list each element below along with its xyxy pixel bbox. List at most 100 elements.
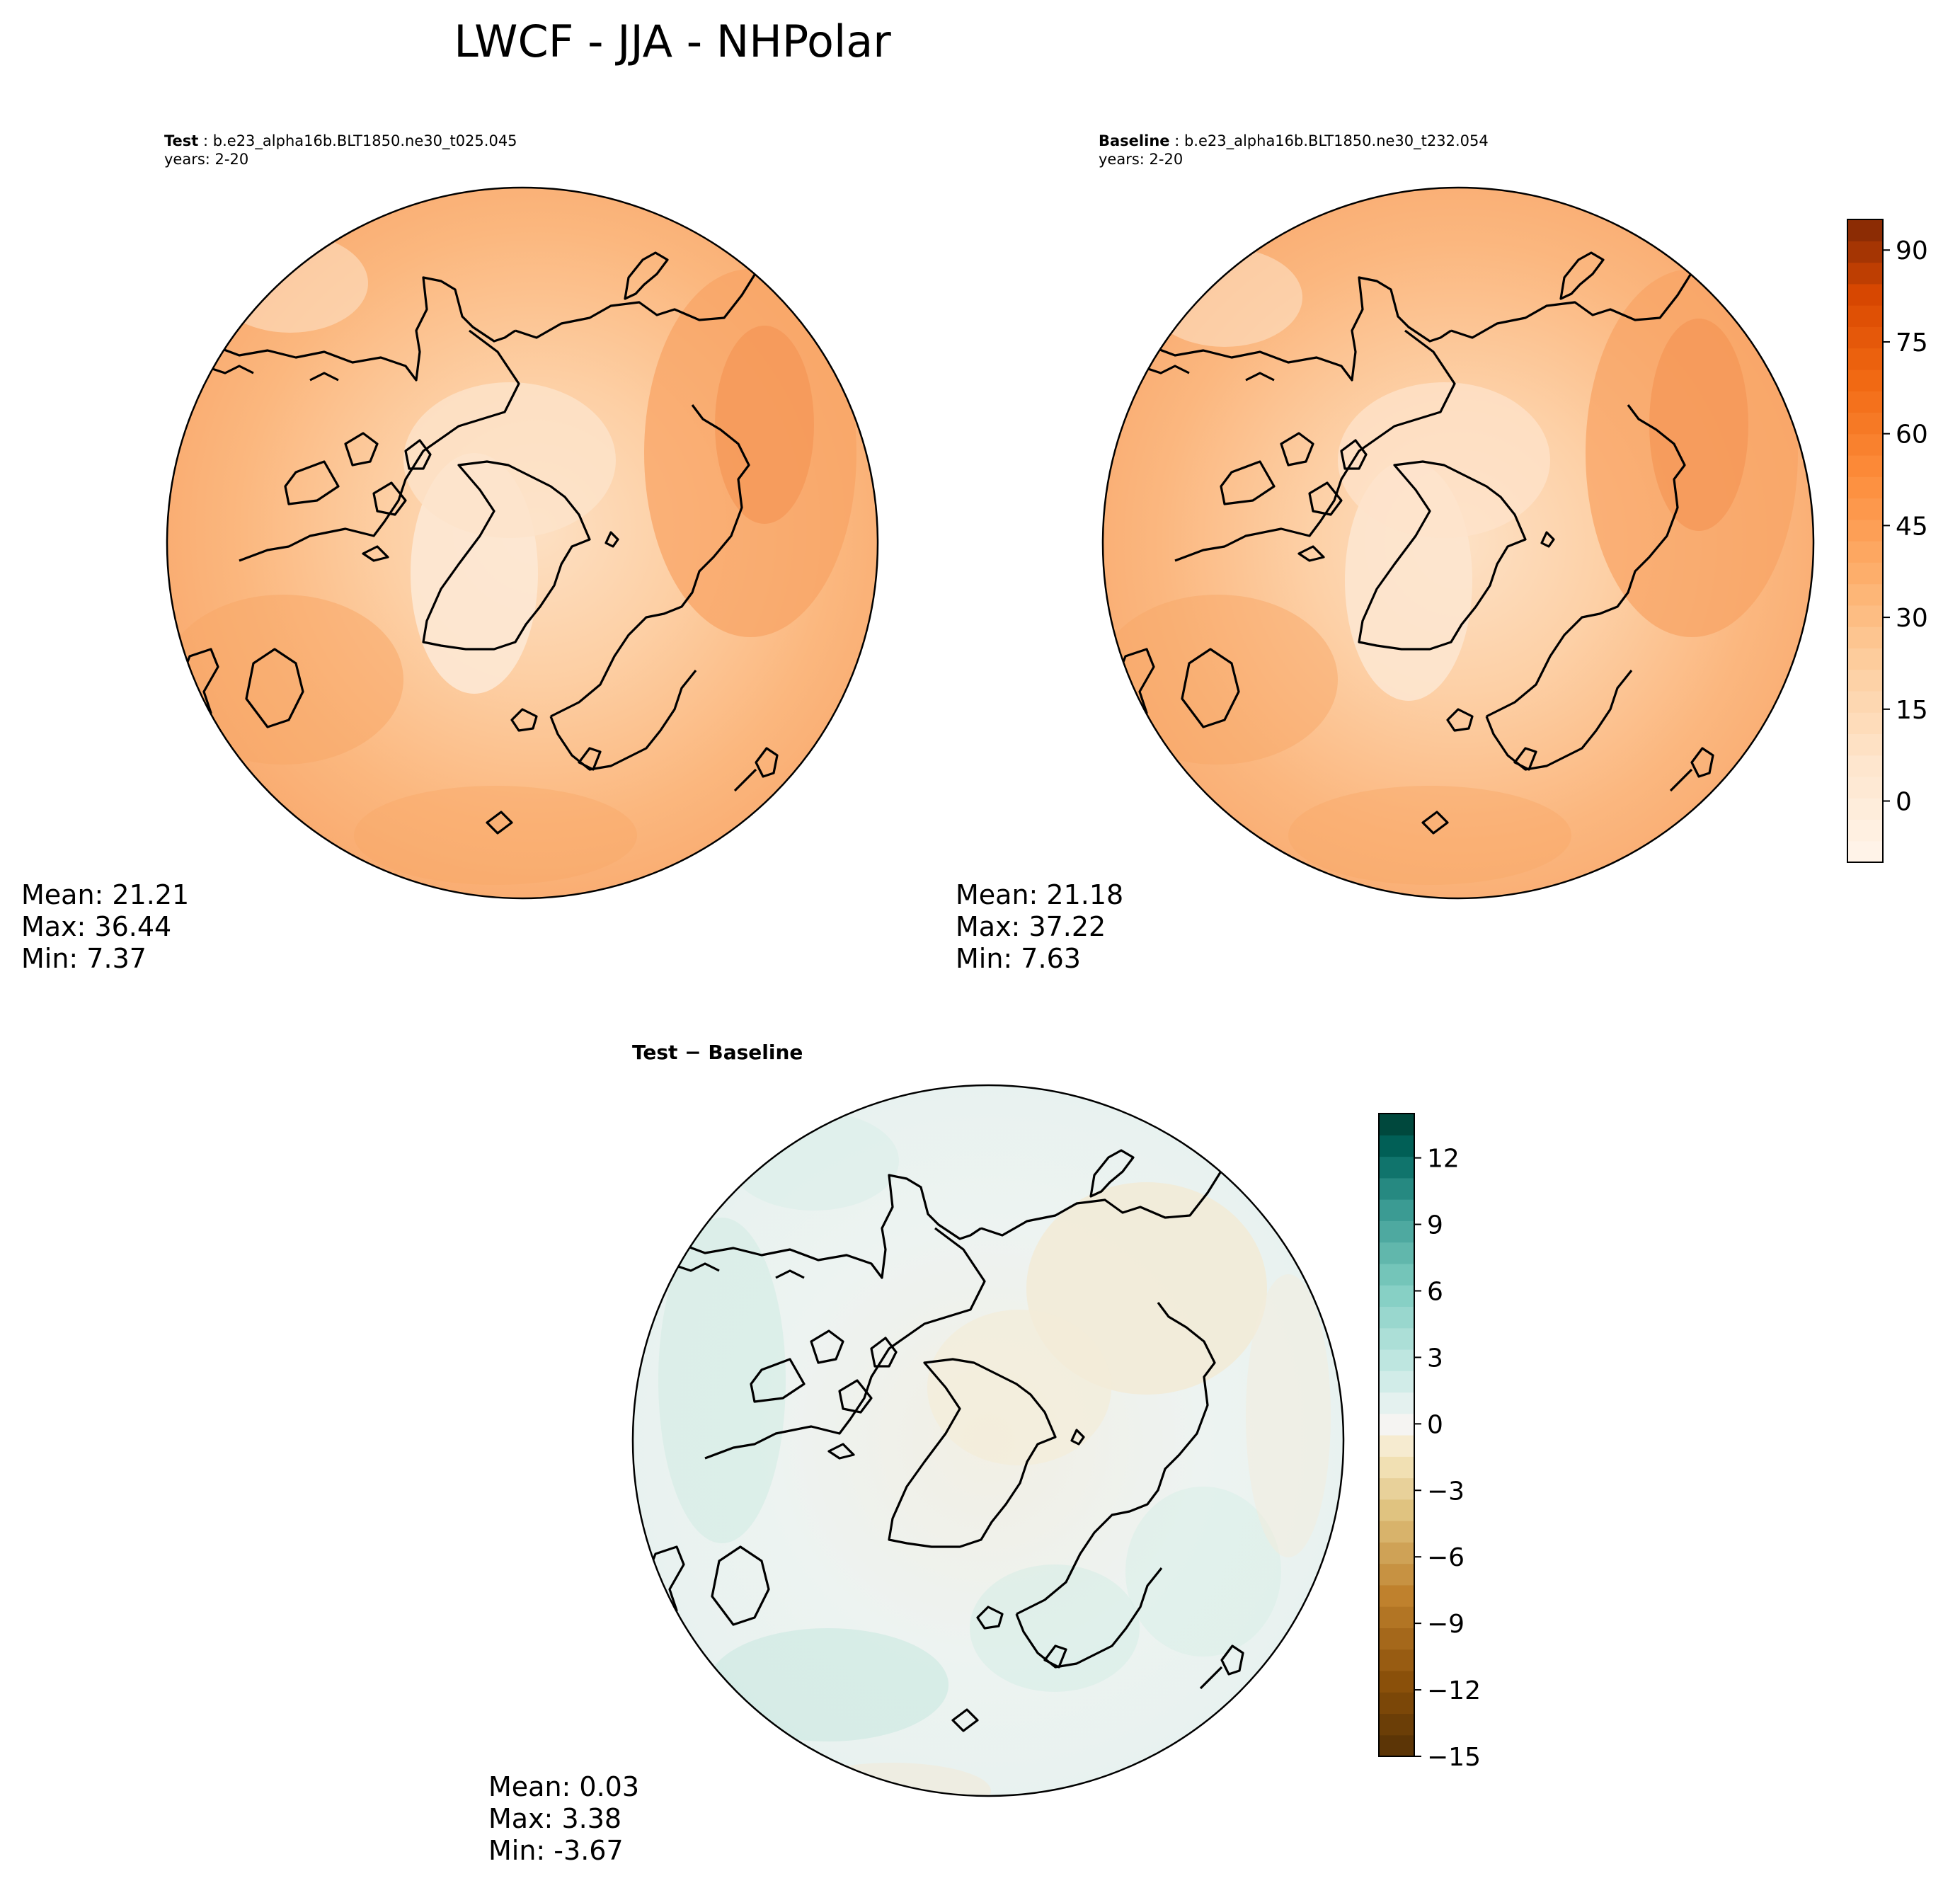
colorbar-band	[1379, 1285, 1414, 1307]
colorbar-band	[1847, 305, 1883, 327]
colorbar-main: 0 15 30 45 60 75 90	[1847, 219, 1928, 863]
test-case-name: b.e23_alpha16b.BLT1850.ne30_t025.045	[213, 132, 517, 150]
baseline-stat-max: Max: 37.22	[956, 911, 1106, 942]
colorbar-band	[1847, 241, 1883, 263]
diff-label: Test − Baseline	[632, 1041, 803, 1064]
colorbar-main-ticks: 0 15 30 45 60 75 90	[1883, 236, 1928, 817]
baseline-map-boundary	[1101, 186, 1815, 900]
colorbar-tick-label: 9	[1427, 1211, 1443, 1240]
baseline-label-sep: :	[1170, 132, 1184, 149]
colorbar-band	[1379, 1606, 1414, 1628]
colorbar-band	[1847, 412, 1883, 435]
baseline-stat-mean: Mean: 21.18	[956, 879, 1123, 910]
colorbar-tick-label: −6	[1427, 1543, 1465, 1572]
colorbar-band	[1847, 348, 1883, 370]
colorbar-tick-label: 12	[1427, 1145, 1460, 1174]
colorbar-band	[1847, 690, 1883, 713]
panel-baseline: Baseline : b.e23_alpha16b.BLT1850.ne30_t…	[956, 132, 1815, 974]
colorbar-main-bands	[1847, 219, 1883, 863]
colorbar-band	[1847, 454, 1883, 477]
colorbar-band	[1379, 1263, 1414, 1286]
colorbar-band	[1379, 1499, 1414, 1521]
baseline-label-bold: Baseline	[1099, 132, 1170, 149]
colorbar-band	[1379, 1734, 1414, 1757]
colorbar-diff-bands	[1379, 1114, 1414, 1757]
diff-map-boundary	[631, 1084, 1345, 1797]
colorbar-band	[1379, 1670, 1414, 1693]
colorbar-band	[1379, 1327, 1414, 1350]
colorbar-band	[1379, 1584, 1414, 1607]
baseline-field	[1103, 188, 1813, 898]
colorbar-band	[1379, 1542, 1414, 1564]
colorbar-band	[1379, 1242, 1414, 1264]
colorbar-band	[1847, 262, 1883, 285]
colorbar-band	[1847, 755, 1883, 777]
colorbar-tick-label: −9	[1427, 1610, 1465, 1639]
test-label-sep: :	[198, 132, 212, 149]
colorbar-band	[1379, 1392, 1414, 1414]
colorbar-diff-frame	[1378, 1113, 1415, 1757]
baseline-years: years: 2-20	[1099, 151, 1183, 168]
colorbar-main-frame	[1847, 219, 1884, 863]
colorbar-diff: −15 −12 −9 −6 −3 0 3 6 9 12	[1378, 1113, 1481, 1772]
colorbar-tick-label: 60	[1896, 420, 1928, 450]
colorbar-band	[1379, 1156, 1414, 1179]
colorbar-tick-label: 75	[1896, 328, 1928, 357]
colorbar-band	[1847, 498, 1883, 520]
colorbar-band	[1847, 219, 1883, 241]
test-field	[167, 188, 878, 898]
colorbar-band	[1379, 1521, 1414, 1543]
colorbar-band	[1379, 1477, 1414, 1500]
colorbar-band	[1847, 562, 1883, 585]
colorbar-tick-label: −3	[1427, 1477, 1465, 1506]
figure-title: LWCF - JJA - NHPolar	[454, 16, 891, 67]
colorbar-band	[1847, 627, 1883, 648]
colorbar-band	[1847, 283, 1883, 306]
colorbar-band	[1379, 1306, 1414, 1329]
diff-stat-min: Min: -3.67	[488, 1835, 624, 1866]
colorbar-tick-label: −12	[1427, 1676, 1481, 1705]
colorbar-band	[1379, 1456, 1414, 1479]
colorbar-tick-label: 45	[1896, 512, 1928, 541]
colorbar-band	[1379, 1563, 1414, 1586]
colorbar-tick-label: 3	[1427, 1344, 1443, 1373]
colorbar-band	[1847, 648, 1883, 670]
colorbar-band	[1379, 1413, 1414, 1436]
colorbar-band	[1379, 1371, 1414, 1393]
colorbar-diff-ticks: −15 −12 −9 −6 −3 0 3 6 9 12	[1414, 1145, 1481, 1772]
colorbar-band	[1847, 605, 1883, 627]
diff-field	[633, 1085, 1343, 1796]
colorbar-band	[1379, 1692, 1414, 1715]
test-case-label: Test : b.e23_alpha16b.BLT1850.ne30_t025.…	[164, 132, 517, 150]
colorbar-band	[1847, 433, 1883, 456]
baseline-case-name: b.e23_alpha16b.BLT1850.ne30_t232.054	[1184, 132, 1489, 150]
colorbar-tick-label: 0	[1427, 1410, 1443, 1439]
colorbar-band	[1847, 583, 1883, 606]
baseline-case-label: Baseline : b.e23_alpha16b.BLT1850.ne30_t…	[1099, 132, 1489, 150]
colorbar-band	[1379, 1220, 1414, 1243]
test-stat-mean: Mean: 21.21	[21, 879, 189, 910]
colorbar-band	[1847, 391, 1883, 413]
colorbar-band	[1379, 1135, 1414, 1157]
colorbar-band	[1847, 541, 1883, 563]
test-map-boundary	[166, 186, 879, 900]
colorbar-band	[1379, 1177, 1414, 1200]
colorbar-band	[1379, 1349, 1414, 1371]
colorbar-tick-label: −15	[1427, 1743, 1481, 1772]
colorbar-band	[1847, 733, 1883, 756]
test-stat-min: Min: 7.37	[21, 943, 147, 974]
test-years: years: 2-20	[164, 151, 248, 168]
colorbar-band	[1847, 669, 1883, 692]
colorbar-tick-label: 90	[1896, 236, 1928, 265]
panel-test: Test : b.e23_alpha16b.BLT1850.ne30_t025.…	[21, 132, 879, 974]
colorbar-tick-label: 15	[1896, 696, 1928, 725]
colorbar-band	[1847, 798, 1883, 820]
colorbar-band	[1847, 776, 1883, 799]
colorbar-band	[1379, 1114, 1414, 1135]
diff-stat-max: Max: 3.38	[488, 1803, 621, 1834]
colorbar-band	[1847, 326, 1883, 349]
colorbar-band	[1379, 1627, 1414, 1650]
colorbar-band	[1379, 1713, 1414, 1736]
panel-diff: Test − Baseline Mean: 0.03 Max: 3.38 Min…	[488, 1041, 1345, 1866]
